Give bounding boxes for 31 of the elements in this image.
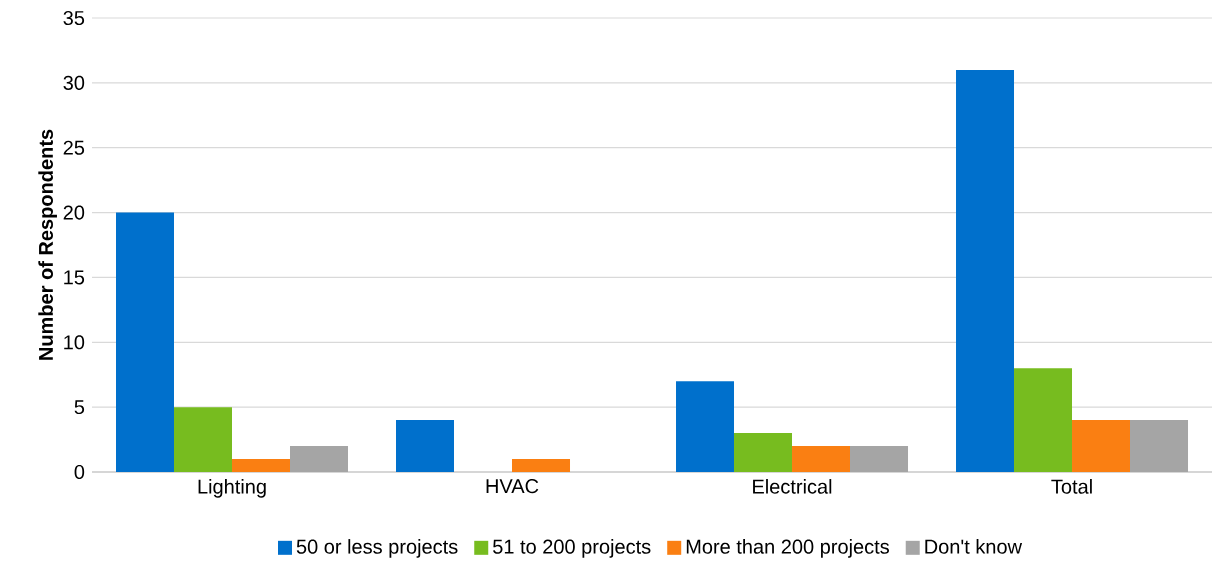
legend-label: 50 or less projects xyxy=(296,539,458,558)
legend-label: 51 to 200 projects xyxy=(493,539,651,558)
y-tick-label: 5 xyxy=(74,400,85,415)
legend-label: Don't know xyxy=(925,539,1023,554)
legend-label: More than 200 projects xyxy=(686,539,889,558)
bar xyxy=(232,459,290,472)
bar xyxy=(1072,420,1131,472)
y-tick-label: 35 xyxy=(63,10,85,26)
bar xyxy=(734,433,793,472)
y-tick-label: 0 xyxy=(74,464,85,480)
bar xyxy=(850,446,909,472)
bar xyxy=(290,446,348,472)
bar xyxy=(116,212,174,472)
bar xyxy=(396,420,454,472)
y-axis-title: Number of Respondents xyxy=(38,129,57,360)
bar xyxy=(676,381,735,472)
y-tick-label: 15 xyxy=(64,270,85,285)
y-tick-label: 30 xyxy=(63,75,85,90)
x-tick-label: Total xyxy=(1051,479,1092,494)
bar xyxy=(1130,420,1189,472)
x-tick-label: Electrical xyxy=(753,479,832,494)
bar xyxy=(1014,368,1073,472)
y-tick-label: 25 xyxy=(63,140,85,155)
x-tick-label: HVAC xyxy=(486,479,539,494)
bar xyxy=(956,69,1015,472)
y-tick-label: 20 xyxy=(63,205,85,220)
x-tick-label: Lighting xyxy=(198,479,266,498)
bar xyxy=(512,459,571,472)
y-tick-label: 10 xyxy=(64,335,85,350)
bar xyxy=(792,446,851,472)
bar xyxy=(174,407,232,472)
